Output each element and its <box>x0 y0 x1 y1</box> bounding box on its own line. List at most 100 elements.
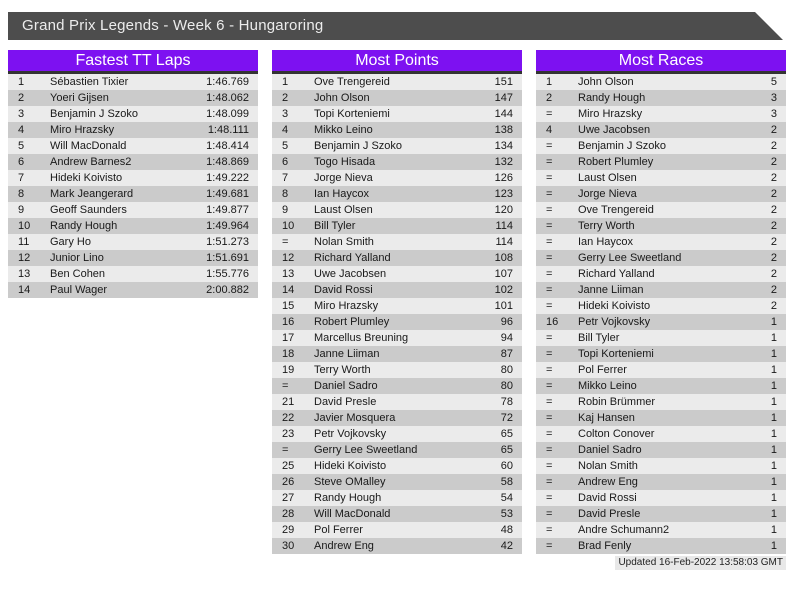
updated-timestamp: Updated 16-Feb-2022 13:58:03 GMT <box>615 556 786 570</box>
value-cell: 78 <box>500 396 513 408</box>
name-cell: Kaj Hansen <box>578 412 635 424</box>
table-row: 26 Steve OMalley 58 <box>272 474 522 490</box>
table-row: = Daniel Sadro 80 <box>272 378 522 394</box>
rank-cell: = <box>546 508 553 520</box>
name-cell: Andrew Eng <box>314 540 374 552</box>
name-cell: David Rossi <box>578 492 637 504</box>
table-row: 1 Sébastien Tixier 1:46.769 <box>8 74 258 90</box>
name-cell: Hideki Koivisto <box>50 172 123 184</box>
value-cell: 1 <box>770 348 777 360</box>
rank-cell: 30 <box>282 540 295 552</box>
value-cell: 1 <box>770 476 777 488</box>
name-cell: Pol Ferrer <box>314 524 363 536</box>
table-row: = Ove Trengereid 2 <box>536 202 786 218</box>
name-cell: Gary Ho <box>50 236 91 248</box>
rank-cell: 28 <box>282 508 295 520</box>
value-cell: 87 <box>500 348 513 360</box>
table-row: = Daniel Sadro 1 <box>536 442 786 458</box>
table-row: 1 Ove Trengereid 151 <box>272 74 522 90</box>
name-cell: Ove Trengereid <box>578 204 654 216</box>
name-cell: Daniel Sadro <box>578 444 642 456</box>
rank-cell: 10 <box>18 220 31 232</box>
name-cell: Mikko Leino <box>314 124 373 136</box>
value-cell: 48 <box>500 524 513 536</box>
rank-cell: = <box>546 108 553 120</box>
rank-cell: = <box>546 332 553 344</box>
table-row: 10 Bill Tyler 114 <box>272 218 522 234</box>
table-row: 12 Richard Yalland 108 <box>272 250 522 266</box>
value-cell: 1 <box>770 524 777 536</box>
name-cell: Benjamin J Szoko <box>50 108 139 120</box>
name-cell: Brad Fenly <box>578 540 632 552</box>
table-row: 10 Randy Hough 1:49.964 <box>8 218 258 234</box>
name-cell: Uwe Jacobsen <box>578 124 651 136</box>
table-title: Most Races <box>618 52 704 69</box>
rank-cell: 9 <box>282 204 289 216</box>
name-cell: Uwe Jacobsen <box>314 268 387 280</box>
table-row: 3 Topi Korteniemi 144 <box>272 106 522 122</box>
table-header: Fastest TT Laps <box>8 50 258 74</box>
value-cell: 72 <box>500 412 513 424</box>
value-cell: 96 <box>500 316 513 328</box>
rank-cell: 26 <box>282 476 295 488</box>
rank-cell: 18 <box>282 348 295 360</box>
rank-cell: = <box>546 396 553 408</box>
rank-cell: = <box>546 476 553 488</box>
rank-cell: 3 <box>18 108 25 120</box>
name-cell: Ian Haycox <box>314 188 370 200</box>
value-cell: 138 <box>494 124 513 136</box>
rank-cell: = <box>546 236 553 248</box>
value-cell: 120 <box>494 204 513 216</box>
table-row: 27 Randy Hough 54 <box>272 490 522 506</box>
name-cell: Ian Haycox <box>578 236 634 248</box>
rank-cell: = <box>546 444 553 456</box>
name-cell: Randy Hough <box>578 92 646 104</box>
rank-cell: = <box>282 380 289 392</box>
table-row: = Andrew Eng 1 <box>536 474 786 490</box>
value-cell: 80 <box>500 364 513 376</box>
table-header: Most Points <box>272 50 522 74</box>
name-cell: Terry Worth <box>314 364 371 376</box>
table-row: 22 Javier Mosquera 72 <box>272 410 522 426</box>
table-row: 2 Yoeri Gijsen 1:48.062 <box>8 90 258 106</box>
table-row: = Mikko Leino 1 <box>536 378 786 394</box>
name-cell: Andrew Eng <box>578 476 638 488</box>
name-cell: Janne Liiman <box>578 284 644 296</box>
table-row: = Terry Worth 2 <box>536 218 786 234</box>
table-row: 2 John Olson 147 <box>272 90 522 106</box>
value-cell: 2 <box>770 268 777 280</box>
rank-cell: 4 <box>546 124 553 136</box>
name-cell: Benjamin J Szoko <box>314 140 403 152</box>
value-cell: 144 <box>494 108 513 120</box>
rank-cell: 2 <box>546 92 553 104</box>
table-row: 14 Paul Wager 2:00.882 <box>8 282 258 298</box>
table-row: 12 Junior Lino 1:51.691 <box>8 250 258 266</box>
rank-cell: = <box>546 156 553 168</box>
name-cell: Gerry Lee Sweetland <box>578 252 682 264</box>
name-cell: Laust Olsen <box>578 172 637 184</box>
value-cell: 1:49.877 <box>206 204 249 216</box>
table-row: 19 Terry Worth 80 <box>272 362 522 378</box>
name-cell: Petr Vojkovsky <box>578 316 651 328</box>
name-cell: Togo Hisada <box>314 156 376 168</box>
name-cell: Andrew Barnes2 <box>50 156 132 168</box>
name-cell: Steve OMalley <box>314 476 386 488</box>
value-cell: 42 <box>500 540 513 552</box>
value-cell: 108 <box>494 252 513 264</box>
rank-cell: 11 <box>18 236 30 248</box>
name-cell: Nolan Smith <box>578 460 638 472</box>
name-cell: Ben Cohen <box>50 268 106 280</box>
value-cell: 1:55.776 <box>206 268 249 280</box>
rank-cell: = <box>546 140 553 152</box>
table-row: 8 Ian Haycox 123 <box>272 186 522 202</box>
table-row: = Gerry Lee Sweetland 2 <box>536 250 786 266</box>
rank-cell: 12 <box>18 252 31 264</box>
value-cell: 5 <box>770 76 777 88</box>
table-row: 16 Robert Plumley 96 <box>272 314 522 330</box>
name-cell: Bill Tyler <box>578 332 620 344</box>
value-cell: 2 <box>770 204 777 216</box>
value-cell: 54 <box>500 492 513 504</box>
rank-cell: 4 <box>18 124 25 136</box>
table-row: = Robin Brümmer 1 <box>536 394 786 410</box>
table-row: = Nolan Smith 114 <box>272 234 522 250</box>
